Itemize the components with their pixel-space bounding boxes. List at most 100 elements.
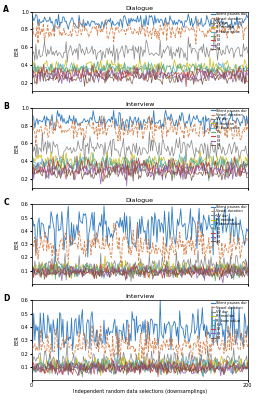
F2: [157, 374, 160, 379]
VV dur: [238, 157, 241, 162]
F3: [229, 270, 232, 275]
F2: [230, 365, 233, 370]
Silent pauses dur: [238, 120, 241, 124]
VV dur: [71, 266, 74, 270]
Vowel duration: [34, 143, 37, 148]
Vowel duration: [71, 236, 74, 240]
F2: [88, 364, 92, 369]
F3: [221, 281, 224, 286]
F2: [44, 370, 47, 375]
F1: [106, 152, 109, 157]
Line: RI base value: RI base value: [33, 62, 248, 75]
F1: [40, 275, 43, 280]
F4: [101, 179, 104, 184]
F4: [230, 76, 233, 80]
Y-axis label: EER: EER: [15, 336, 20, 345]
RI base value: [44, 366, 47, 371]
VV dur: [230, 270, 233, 274]
VV dur: [44, 140, 47, 144]
VV dur: [113, 61, 116, 66]
Vowel duration: [230, 256, 233, 261]
Line: Vowel duration: Vowel duration: [33, 116, 248, 146]
Vowel duration: [217, 15, 220, 20]
F1: [104, 79, 108, 84]
F2: [71, 372, 74, 377]
Legend: Silent pauses dur, Vowel duration, VV dur, RI median, RI base value, F1, F2, F3,: Silent pauses dur, Vowel duration, VV du…: [211, 108, 247, 148]
Line: Silent pauses dur: Silent pauses dur: [33, 300, 248, 361]
RI base value: [40, 273, 43, 278]
F3: [125, 184, 128, 188]
F1: [147, 60, 150, 64]
Vowel duration: [44, 230, 47, 235]
Vowel duration: [45, 123, 48, 128]
Vowel duration: [230, 29, 233, 34]
F3: [31, 265, 34, 270]
Vowel duration: [40, 348, 43, 352]
F1: [238, 64, 241, 69]
Line: RI base value: RI base value: [33, 356, 248, 377]
Vowel duration: [72, 136, 75, 141]
Vowel duration: [230, 348, 233, 353]
F4: [83, 84, 86, 89]
Vowel duration: [44, 30, 47, 35]
RI median: [230, 266, 233, 271]
F4: [207, 69, 210, 74]
F3: [246, 366, 249, 371]
F1: [207, 178, 210, 183]
RI median: [72, 264, 75, 269]
F3: [40, 267, 43, 272]
F4: [140, 358, 143, 363]
F4: [238, 168, 241, 173]
RI base value: [88, 363, 92, 368]
Vowel duration: [41, 134, 44, 138]
F4: [230, 364, 233, 369]
F4: [115, 160, 118, 165]
Line: RI base value: RI base value: [33, 263, 248, 280]
F3: [238, 367, 241, 372]
Silent pauses dur: [72, 335, 75, 340]
Line: F3: F3: [33, 361, 248, 376]
RI median: [238, 264, 241, 269]
F3: [60, 81, 63, 86]
RI median: [246, 358, 249, 363]
F1: [44, 70, 47, 75]
RI median: [71, 68, 74, 73]
F1: [230, 355, 233, 360]
F2: [40, 272, 43, 276]
F2: [246, 360, 249, 365]
F3: [246, 170, 249, 175]
F3: [246, 72, 249, 77]
Vowel duration: [194, 42, 197, 46]
F1: [72, 268, 75, 272]
RI median: [126, 74, 129, 79]
F4: [88, 168, 92, 173]
F3: [246, 272, 249, 276]
Vowel duration: [110, 361, 113, 366]
RI median: [88, 363, 92, 368]
F2: [230, 76, 233, 80]
F3: [88, 368, 92, 372]
VV dur: [40, 150, 43, 154]
Line: F2: F2: [33, 359, 248, 377]
Silent pauses dur: [57, 358, 60, 363]
Line: F1: F1: [33, 261, 248, 281]
VV dur: [88, 261, 92, 266]
Title: Dialogue: Dialogue: [126, 6, 154, 10]
F4: [40, 74, 43, 78]
F4: [40, 172, 43, 177]
F1: [81, 375, 84, 380]
RI median: [103, 254, 107, 258]
F3: [238, 76, 241, 80]
Vowel duration: [31, 345, 34, 350]
Silent pauses dur: [44, 336, 47, 340]
F4: [40, 367, 43, 372]
F4: [238, 78, 241, 83]
RI base value: [40, 65, 43, 70]
Line: VV dur: VV dur: [33, 344, 248, 374]
F3: [75, 154, 78, 158]
VV dur: [90, 140, 93, 145]
F1: [71, 165, 74, 170]
F1: [90, 264, 93, 269]
VV dur: [197, 248, 200, 253]
F1: [31, 67, 34, 72]
